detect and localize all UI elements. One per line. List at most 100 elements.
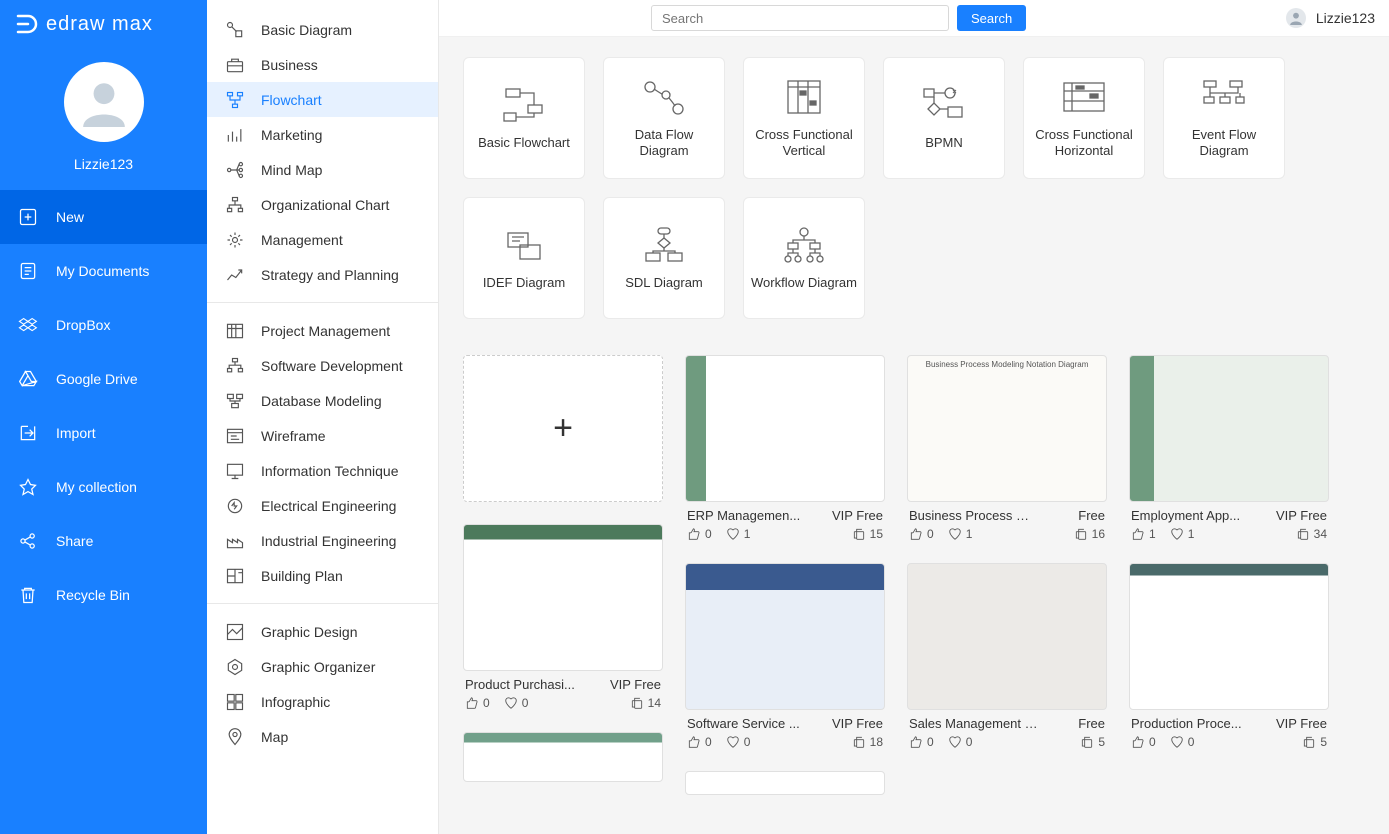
template-thumbnail <box>685 563 885 710</box>
nav-my-documents[interactable]: My Documents <box>0 244 207 298</box>
workflow-icon <box>780 225 828 265</box>
type-bpmn[interactable]: BPMN <box>883 57 1005 179</box>
template-title: Software Service ... <box>687 716 800 731</box>
fav-count[interactable]: 1 <box>1170 527 1195 541</box>
category-basic-diagram[interactable]: Basic Diagram <box>207 12 438 47</box>
template-tag: Free <box>1078 508 1105 523</box>
copy-count[interactable]: 34 <box>1296 527 1327 541</box>
template-card[interactable]: Sales Management C... Free 0 0 5 <box>907 563 1107 749</box>
nav-label: Google Drive <box>56 371 138 387</box>
account-menu[interactable]: Lizzie123 <box>1286 8 1375 28</box>
info-tech-icon <box>225 461 245 481</box>
category-label: Wireframe <box>261 428 326 444</box>
mind-map-icon <box>225 160 245 180</box>
fav-count[interactable]: 1 <box>948 527 973 541</box>
template-card[interactable]: Software Service ... VIP Free 0 0 18 <box>685 563 885 749</box>
category-label: Database Modeling <box>261 393 382 409</box>
import-icon <box>18 423 38 443</box>
category-label: Business <box>261 57 318 73</box>
category-label: Basic Diagram <box>261 22 352 38</box>
template-card[interactable]: Business Process Modeling Notation Diagr… <box>907 355 1107 541</box>
type-basic-flowchart[interactable]: Basic Flowchart <box>463 57 585 179</box>
copy-count[interactable]: 18 <box>852 735 883 749</box>
fav-count[interactable]: 0 <box>504 696 529 710</box>
template-card[interactable] <box>685 771 885 795</box>
category-info-tech[interactable]: Information Technique <box>207 453 438 488</box>
type-cross-func-h[interactable]: Cross Functional Horizontal <box>1023 57 1145 179</box>
category-flowchart[interactable]: Flowchart <box>207 82 438 117</box>
category-building-plan[interactable]: Building Plan <box>207 558 438 593</box>
like-count[interactable]: 0 <box>909 735 934 749</box>
graphic-design-icon <box>225 622 245 642</box>
dropbox-icon <box>18 315 38 335</box>
sidebar: edraw max Lizzie123 New My Documents Dro… <box>0 0 207 834</box>
category-label: Industrial Engineering <box>261 533 396 549</box>
category-strategy[interactable]: Strategy and Planning <box>207 257 438 292</box>
category-marketing[interactable]: Marketing <box>207 117 438 152</box>
type-label: IDEF Diagram <box>483 275 565 291</box>
copy-count[interactable]: 5 <box>1080 735 1105 749</box>
template-card[interactable] <box>463 732 663 782</box>
fav-count[interactable]: 0 <box>1170 735 1195 749</box>
template-card[interactable]: ERP Managemen... VIP Free 0 1 15 <box>685 355 885 541</box>
template-thumbnail <box>1129 563 1329 710</box>
copy-count[interactable]: 15 <box>852 527 883 541</box>
nav-recycle-bin[interactable]: Recycle Bin <box>0 568 207 622</box>
like-count[interactable]: 1 <box>1131 527 1156 541</box>
category-elec-eng[interactable]: Electrical Engineering <box>207 488 438 523</box>
search-input[interactable] <box>651 5 949 31</box>
category-db-modeling[interactable]: Database Modeling <box>207 383 438 418</box>
content-area: Basic FlowchartData Flow DiagramCross Fu… <box>439 37 1389 834</box>
type-event-flow[interactable]: Event Flow Diagram <box>1163 57 1285 179</box>
category-mind-map[interactable]: Mind Map <box>207 152 438 187</box>
template-thumbnail <box>1129 355 1329 502</box>
copy-count[interactable]: 5 <box>1302 735 1327 749</box>
template-title: Production Proce... <box>1131 716 1242 731</box>
type-workflow[interactable]: Workflow Diagram <box>743 197 865 319</box>
nav-share[interactable]: Share <box>0 514 207 568</box>
nav-new[interactable]: New <box>0 190 207 244</box>
search-button[interactable]: Search <box>957 5 1026 31</box>
copy-count[interactable]: 14 <box>630 696 661 710</box>
type-sdl[interactable]: SDL Diagram <box>603 197 725 319</box>
nav-dropbox[interactable]: DropBox <box>0 298 207 352</box>
category-software-dev[interactable]: Software Development <box>207 348 438 383</box>
user-profile[interactable]: Lizzie123 <box>0 48 207 190</box>
copy-count[interactable]: 16 <box>1074 527 1105 541</box>
template-card[interactable]: Employment App... VIP Free 1 1 34 <box>1129 355 1329 541</box>
like-count[interactable]: 0 <box>465 696 490 710</box>
strategy-icon <box>225 265 245 285</box>
avatar-icon <box>64 62 144 142</box>
nav-import[interactable]: Import <box>0 406 207 460</box>
category-business[interactable]: Business <box>207 47 438 82</box>
like-count[interactable]: 0 <box>687 527 712 541</box>
template-new[interactable]: + <box>463 355 663 502</box>
type-cross-func-v[interactable]: Cross Functional Vertical <box>743 57 865 179</box>
nav-my-collection[interactable]: My collection <box>0 460 207 514</box>
template-card[interactable]: Production Proce... VIP Free 0 0 5 <box>1129 563 1329 749</box>
category-graphic-design[interactable]: Graphic Design <box>207 614 438 649</box>
fav-count[interactable]: 0 <box>726 735 751 749</box>
category-graphic-organizer[interactable]: Graphic Organizer <box>207 649 438 684</box>
fav-count[interactable]: 1 <box>726 527 751 541</box>
like-count[interactable]: 0 <box>1131 735 1156 749</box>
category-project-management[interactable]: Project Management <box>207 313 438 348</box>
type-idef[interactable]: IDEF Diagram <box>463 197 585 319</box>
bpmn-icon <box>920 85 968 125</box>
template-card[interactable]: Product Purchasi... VIP Free 0 0 14 <box>463 524 663 710</box>
template-tag: VIP Free <box>1276 508 1327 523</box>
category-infographic[interactable]: Infographic <box>207 684 438 719</box>
category-map[interactable]: Map <box>207 719 438 754</box>
like-count[interactable]: 0 <box>909 527 934 541</box>
type-data-flow[interactable]: Data Flow Diagram <box>603 57 725 179</box>
nav-label: Share <box>56 533 93 549</box>
category-ind-eng[interactable]: Industrial Engineering <box>207 523 438 558</box>
like-count[interactable]: 0 <box>687 735 712 749</box>
nav-label: New <box>56 209 84 225</box>
category-management[interactable]: Management <box>207 222 438 257</box>
category-org-chart[interactable]: Organizational Chart <box>207 187 438 222</box>
nav-google-drive[interactable]: Google Drive <box>0 352 207 406</box>
category-wireframe[interactable]: Wireframe <box>207 418 438 453</box>
cross-func-h-icon <box>1060 77 1108 117</box>
fav-count[interactable]: 0 <box>948 735 973 749</box>
